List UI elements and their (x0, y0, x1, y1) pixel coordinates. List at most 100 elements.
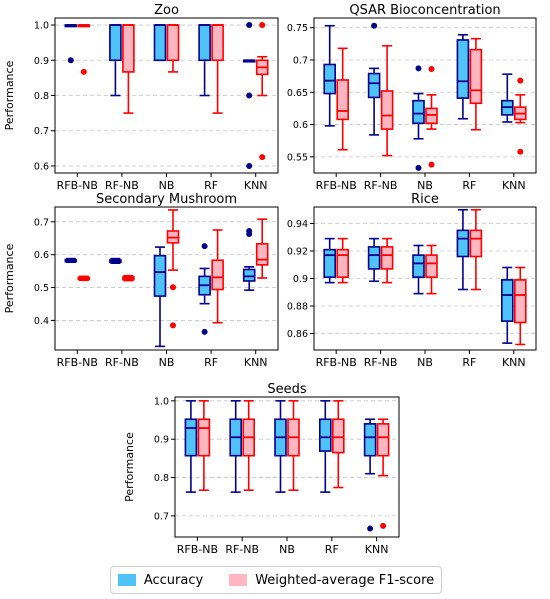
x-tick-label: RFB-NB (177, 543, 218, 556)
x-tick-label: NB (279, 543, 295, 556)
box-accuracy-KNN (363, 418, 377, 532)
legend-swatch-f1 (229, 574, 248, 586)
box-iqr (184, 418, 198, 457)
y-tick-label: 0.7 (293, 55, 308, 66)
axes-frame (54, 17, 279, 174)
panel-4: Seeds 0.7 0.8 0.9 1.0 Performance RFB-NB RF-NB N… (123, 382, 400, 556)
x-tick-label: RFB-NB (316, 179, 357, 192)
box-iqr (469, 48, 483, 105)
box-iqr (363, 423, 377, 457)
y-tick-label: 0.9 (34, 56, 49, 67)
y-tick-label: 0.92 (287, 247, 308, 258)
box-iqr (211, 259, 224, 291)
y-axis-label: Performance (123, 432, 136, 502)
box-accuracy-RF-NB (109, 24, 122, 97)
box-f1-RF-NB (122, 24, 135, 114)
box-accuracy-RFB-NB (64, 24, 78, 64)
legend-label-f1: Weighted-average F1-score (255, 572, 435, 588)
axes-frame (174, 396, 400, 538)
box-f1-RFB-NB (336, 47, 350, 151)
box-iqr (376, 423, 390, 457)
panel-0: Zoo 0.6 0.7 0.8 0.9 1.0 Performance RFB-NB RF-NB… (3, 3, 279, 192)
panel-2: Secondary Mushroom 0.4 0.5 0.6 0.7 Performanc… (3, 192, 279, 369)
x-tick-label: RF-NB (225, 543, 259, 556)
box-iqr (425, 254, 438, 278)
box-accuracy-NB (412, 65, 425, 171)
box-accuracy-RFB-NB (64, 257, 78, 264)
outlier-point (259, 154, 266, 161)
box-iqr (380, 246, 394, 270)
y-tick-label: 1.0 (34, 21, 49, 32)
y-tick-label: 0.86 (287, 329, 308, 340)
y-tick-label: 0.88 (287, 302, 308, 313)
y-tick-label: 0.94 (287, 219, 308, 230)
panel-title: Secondary Mushroom (96, 192, 237, 207)
y-axis-label: Performance (3, 60, 16, 130)
box-f1-RF-NB (122, 274, 135, 282)
y-tick-label: 0.8 (34, 91, 49, 102)
box-iqr (500, 279, 514, 322)
y-tick-label: 0.7 (154, 511, 169, 522)
x-tick-label: RF (204, 356, 218, 369)
outlier-point (170, 322, 176, 329)
axes-frame (313, 206, 537, 351)
x-tick-label: RF (325, 543, 339, 556)
box-accuracy-RF-NB (229, 400, 242, 493)
box-accuracy-RF-NB (367, 22, 381, 136)
outlier-point (380, 522, 387, 529)
legend-item-f1: Weighted-average F1-score (229, 573, 434, 588)
y-tick-label: 0.65 (287, 88, 308, 99)
box-f1-NB (166, 209, 180, 329)
y-tick-label: 0.6 (293, 120, 308, 131)
y-tick-label: 0.6 (34, 161, 49, 172)
box-iqr (255, 243, 269, 266)
y-tick-label: 0.75 (287, 23, 308, 34)
box-f1-RF (331, 400, 345, 489)
box-accuracy-RFB-NB (323, 24, 337, 127)
outlier-point (201, 328, 208, 335)
y-tick-label: 0.4 (34, 316, 49, 327)
y-tick-label: 0.9 (154, 435, 169, 446)
box-accuracy-KNN (242, 22, 256, 169)
outlier-point (517, 77, 524, 84)
x-tick-label: KNN (502, 356, 526, 369)
box-accuracy-KNN (500, 73, 514, 123)
box-iqr (336, 79, 350, 121)
box-f1-RFB-NB (77, 275, 91, 282)
axes-frame (313, 17, 537, 174)
box-f1-RF (211, 229, 224, 324)
box-f1-RFB-NB (336, 237, 350, 284)
outlier-point (517, 148, 524, 155)
y-tick-label: 1.0 (154, 396, 169, 407)
box-f1-RF-NB (242, 400, 255, 492)
x-tick-label: RFB-NB (316, 356, 357, 369)
panel-title: Zoo (154, 3, 179, 18)
x-tick-label: RF-NB (105, 356, 139, 369)
box-accuracy-RF-NB (109, 257, 122, 265)
x-tick-label: RFB-NB (57, 179, 98, 192)
legend-swatch-accuracy (117, 574, 136, 586)
box-iqr (122, 24, 135, 73)
x-tick-label: RF-NB (364, 179, 398, 192)
box-iqr (318, 418, 332, 452)
box-iqr (456, 39, 470, 99)
box-f1-NB (425, 244, 438, 295)
legend-label-accuracy: Accuracy (143, 572, 204, 588)
box-f1-KNN (255, 22, 269, 161)
axes-frame (54, 206, 279, 351)
outlier-point (259, 22, 266, 29)
box-iqr (336, 248, 350, 278)
panel-title: Rice (411, 192, 439, 207)
box-iqr (153, 24, 167, 62)
box-accuracy-RFB-NB (323, 237, 337, 284)
box-f1-RFB-NB (77, 24, 91, 75)
x-tick-label: RFB-NB (57, 356, 98, 369)
x-tick-label: KNN (502, 179, 526, 192)
box-accuracy-KNN (242, 227, 256, 291)
box-accuracy-NB (274, 400, 287, 493)
outlier-point (67, 57, 74, 64)
box-f1-NB (166, 24, 180, 73)
box-accuracy-RF-NB (367, 237, 381, 283)
y-tick-label: 0.8 (154, 473, 169, 484)
box-accuracy-RF (456, 33, 470, 120)
